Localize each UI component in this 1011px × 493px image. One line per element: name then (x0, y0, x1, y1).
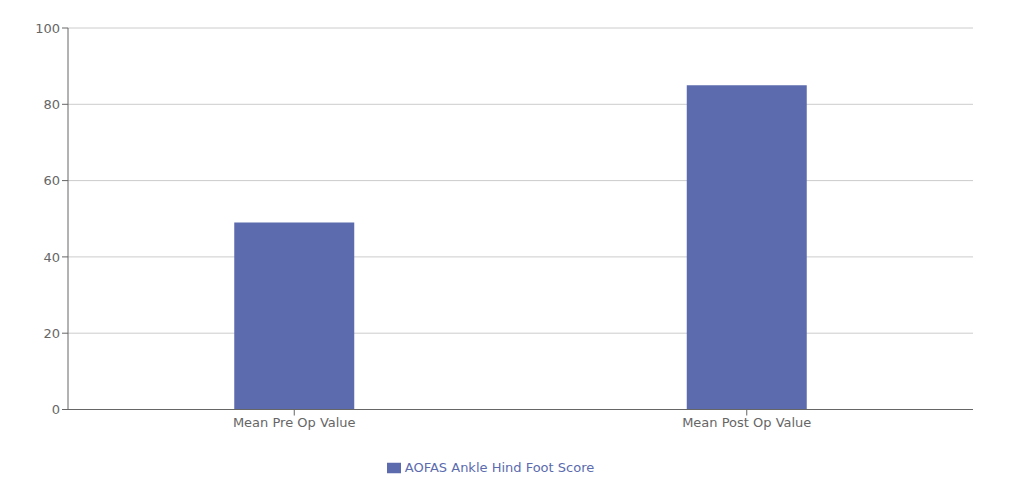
svg-text:Mean Pre Op Value: Mean Pre Op Value (233, 415, 356, 430)
svg-text:80: 80 (43, 97, 60, 112)
svg-text:100: 100 (35, 21, 60, 36)
svg-text:20: 20 (43, 326, 60, 341)
svg-text:60: 60 (43, 173, 60, 188)
svg-text:0: 0 (52, 402, 60, 417)
html-text:AOFAS Ankle Hind Foot Score: AOFAS Ankle Hind Foot Score (404, 459, 595, 475)
svg-text:40: 40 (43, 250, 60, 265)
svg-text:Mean Post Op Value: Mean Post Op Value (682, 415, 811, 430)
